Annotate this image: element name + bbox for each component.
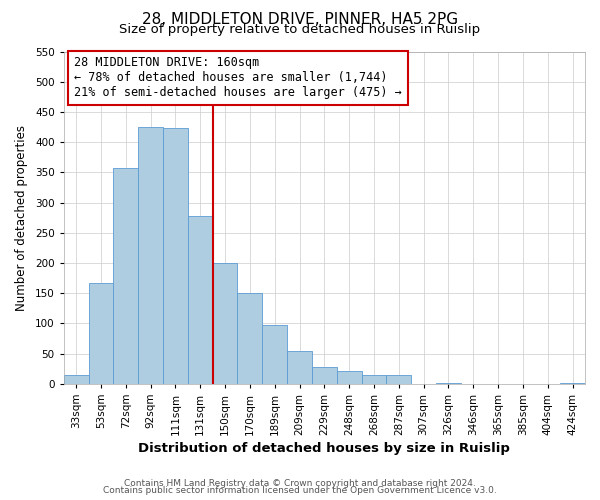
Y-axis label: Number of detached properties: Number of detached properties bbox=[15, 124, 28, 310]
Bar bbox=[64, 375, 89, 384]
Bar bbox=[362, 376, 386, 384]
Text: 28 MIDDLETON DRIVE: 160sqm
← 78% of detached houses are smaller (1,744)
21% of s: 28 MIDDLETON DRIVE: 160sqm ← 78% of deta… bbox=[74, 56, 402, 100]
Bar bbox=[138, 127, 163, 384]
Bar bbox=[188, 216, 212, 384]
Text: 28, MIDDLETON DRIVE, PINNER, HA5 2PG: 28, MIDDLETON DRIVE, PINNER, HA5 2PG bbox=[142, 12, 458, 28]
Bar bbox=[163, 128, 188, 384]
Bar bbox=[212, 263, 238, 384]
Bar bbox=[287, 350, 312, 384]
Bar bbox=[312, 367, 337, 384]
Text: Size of property relative to detached houses in Ruislip: Size of property relative to detached ho… bbox=[119, 22, 481, 36]
Text: Contains HM Land Registry data © Crown copyright and database right 2024.: Contains HM Land Registry data © Crown c… bbox=[124, 478, 476, 488]
Bar bbox=[262, 326, 287, 384]
Bar bbox=[89, 283, 113, 384]
Bar bbox=[113, 168, 138, 384]
Bar bbox=[386, 376, 411, 384]
Text: Contains public sector information licensed under the Open Government Licence v3: Contains public sector information licen… bbox=[103, 486, 497, 495]
X-axis label: Distribution of detached houses by size in Ruislip: Distribution of detached houses by size … bbox=[139, 442, 510, 455]
Bar bbox=[560, 382, 585, 384]
Bar bbox=[337, 370, 362, 384]
Bar bbox=[436, 382, 461, 384]
Bar bbox=[238, 293, 262, 384]
